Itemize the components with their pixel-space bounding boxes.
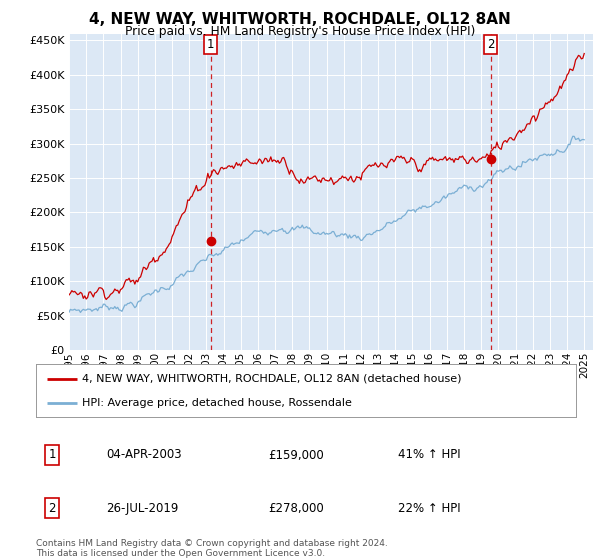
Text: 1: 1: [49, 449, 56, 461]
Text: 2: 2: [49, 502, 56, 515]
Text: Price paid vs. HM Land Registry's House Price Index (HPI): Price paid vs. HM Land Registry's House …: [125, 25, 475, 38]
Text: HPI: Average price, detached house, Rossendale: HPI: Average price, detached house, Ross…: [82, 398, 352, 408]
Text: 4, NEW WAY, WHITWORTH, ROCHDALE, OL12 8AN: 4, NEW WAY, WHITWORTH, ROCHDALE, OL12 8A…: [89, 12, 511, 27]
Text: £278,000: £278,000: [268, 502, 324, 515]
Text: 26-JUL-2019: 26-JUL-2019: [106, 502, 179, 515]
Text: 41% ↑ HPI: 41% ↑ HPI: [398, 449, 460, 461]
Text: 2: 2: [487, 38, 494, 52]
Text: 04-APR-2003: 04-APR-2003: [106, 449, 182, 461]
Text: 22% ↑ HPI: 22% ↑ HPI: [398, 502, 460, 515]
Text: £159,000: £159,000: [268, 449, 324, 461]
Text: 4, NEW WAY, WHITWORTH, ROCHDALE, OL12 8AN (detached house): 4, NEW WAY, WHITWORTH, ROCHDALE, OL12 8A…: [82, 374, 461, 384]
Text: Contains HM Land Registry data © Crown copyright and database right 2024.
This d: Contains HM Land Registry data © Crown c…: [36, 539, 388, 558]
Text: 1: 1: [207, 38, 214, 52]
